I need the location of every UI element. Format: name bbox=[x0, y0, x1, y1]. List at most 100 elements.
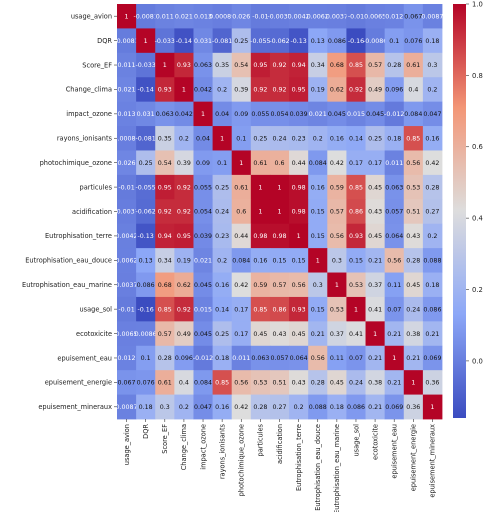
column-label: usage_sol bbox=[352, 424, 360, 457]
cell-value-label: 0.0087 bbox=[421, 13, 443, 20]
colorbar-tick-label: 0.4 bbox=[472, 215, 483, 223]
cell-value-label: -0.012 bbox=[384, 111, 404, 118]
heatmap-cell bbox=[403, 272, 424, 298]
cell-value-label: 0.012 bbox=[385, 13, 403, 20]
cell-value-label: 0.6 bbox=[236, 209, 246, 216]
heatmap-cell bbox=[250, 126, 271, 151]
heatmap-cell bbox=[403, 223, 424, 249]
heatmap-cell bbox=[174, 101, 194, 127]
column-label: Eutrophisation_eau_douce bbox=[314, 424, 322, 511]
heatmap-cell bbox=[422, 150, 443, 176]
heatmap-cell bbox=[117, 77, 137, 103]
heatmap-cell bbox=[231, 272, 252, 298]
heatmap-cell bbox=[174, 199, 194, 225]
heatmap-cell bbox=[136, 296, 156, 322]
cell-value-label: -0.01 bbox=[252, 13, 268, 20]
cell-value-label: 0.031 bbox=[137, 111, 155, 118]
heatmap-cell bbox=[403, 77, 424, 103]
heatmap-cell bbox=[308, 150, 328, 176]
heatmap-cell bbox=[117, 126, 137, 151]
cell-value-label: 0.047 bbox=[194, 404, 212, 411]
cell-value-label: 0.18 bbox=[330, 404, 344, 411]
heatmap-cell bbox=[231, 345, 252, 371]
cell-value-label: 0.27 bbox=[272, 404, 286, 411]
cell-value-label: 0.054 bbox=[270, 111, 288, 118]
cell-value-label: 0.15 bbox=[349, 258, 363, 265]
cell-value-label: 0.51 bbox=[272, 380, 286, 387]
cell-value-label: 0.34 bbox=[311, 62, 325, 69]
column-label: Change_clima bbox=[180, 424, 188, 470]
cell-value-label: 0.51 bbox=[406, 209, 420, 216]
heatmap-cell bbox=[269, 272, 290, 298]
cell-value-label: -0.13 bbox=[290, 38, 306, 45]
heatmap-cell bbox=[212, 394, 233, 420]
cell-value-label: 1 bbox=[163, 62, 167, 69]
cell-value-label: 0.37 bbox=[368, 282, 382, 289]
heatmap-cell bbox=[193, 77, 213, 103]
heatmap-cell bbox=[422, 77, 443, 103]
row-label: Eutrophisation_eau_douce bbox=[25, 257, 112, 265]
heatmap-cell bbox=[117, 174, 137, 200]
heatmap-cell bbox=[346, 77, 366, 103]
heatmap-cell bbox=[117, 296, 137, 322]
heatmap-cell bbox=[327, 296, 347, 322]
heatmap-cell bbox=[403, 174, 424, 200]
heatmap-cell bbox=[231, 101, 252, 127]
heatmap-cell bbox=[365, 150, 386, 176]
cell-value-label: 0.36 bbox=[406, 404, 420, 411]
heatmap-cell bbox=[365, 199, 386, 225]
cell-value-label: 0.15 bbox=[311, 306, 325, 313]
heatmap-cell bbox=[212, 370, 233, 395]
heatmap-cell bbox=[346, 174, 366, 200]
heatmap-cell bbox=[155, 150, 175, 176]
heatmap-cell bbox=[212, 4, 233, 29]
cell-value-label: 0.56 bbox=[406, 160, 420, 167]
cell-value-label: 0.2 bbox=[217, 258, 227, 265]
row-labels: usage_avion DQR Score_EF Change_climaimpact… bbox=[22, 13, 117, 411]
cell-value-label: 0.95 bbox=[158, 184, 172, 191]
cell-value-label: 0.28 bbox=[158, 355, 172, 362]
heatmap-cell bbox=[155, 174, 175, 200]
cell-value-label: 0.21 bbox=[425, 331, 439, 338]
cell-value-label: 0.35 bbox=[158, 135, 172, 142]
heatmap-cell bbox=[250, 101, 271, 127]
heatmap-cell bbox=[384, 370, 405, 395]
heatmap-cell bbox=[136, 126, 156, 151]
cell-value-label: 0.09 bbox=[196, 160, 210, 167]
heatmap-cell bbox=[155, 126, 175, 151]
row-label: particules bbox=[80, 183, 113, 191]
heatmap-cell bbox=[155, 394, 175, 420]
cell-value-label: 0.42 bbox=[425, 160, 439, 167]
heatmap-cell bbox=[346, 28, 366, 54]
heatmap-cell bbox=[422, 4, 443, 29]
heatmap-cell bbox=[422, 370, 443, 395]
cell-value-label: 0.015 bbox=[347, 111, 365, 118]
heatmap-cell bbox=[193, 126, 213, 151]
cell-value-label: 1 bbox=[392, 355, 396, 362]
heatmap-cell bbox=[384, 174, 405, 200]
cell-value-label: 0.063 bbox=[251, 355, 269, 362]
heatmap-cell bbox=[403, 345, 424, 371]
cell-value-label: 0.15 bbox=[311, 209, 325, 216]
cell-value-label: 0.013 bbox=[194, 13, 212, 20]
cell-value-label: 0.62 bbox=[330, 87, 344, 94]
cell-value-label: 0.6 bbox=[274, 160, 284, 167]
cell-value-label: 0.85 bbox=[253, 306, 267, 313]
cell-value-label: 0.16 bbox=[330, 135, 344, 142]
cell-value-label: 0.23 bbox=[292, 135, 306, 142]
cell-value-label: 0.0087 bbox=[116, 404, 138, 411]
heatmap-cell bbox=[269, 199, 290, 225]
heatmap-cell bbox=[136, 321, 156, 347]
heatmap-cell bbox=[193, 4, 213, 29]
cell-value-label: 0.93 bbox=[177, 62, 191, 69]
heatmap-cell bbox=[136, 248, 156, 273]
heatmap-cell bbox=[155, 4, 175, 29]
heatmap-cell bbox=[174, 52, 194, 78]
cell-value-label: 0.98 bbox=[272, 233, 286, 240]
heatmap-cell bbox=[346, 4, 366, 29]
heatmap-cell bbox=[269, 321, 290, 347]
cell-value-label: 0.2 bbox=[217, 87, 227, 94]
cell-value-label: 0.45 bbox=[330, 380, 344, 387]
heatmap-cell bbox=[403, 248, 424, 273]
